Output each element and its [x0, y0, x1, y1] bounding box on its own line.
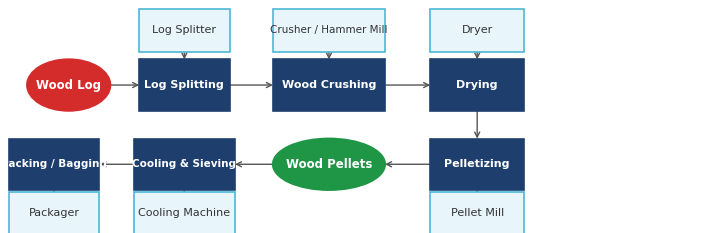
Text: Pelletizing: Pelletizing [445, 159, 510, 169]
FancyBboxPatch shape [430, 192, 524, 233]
Text: Wood Pellets: Wood Pellets [286, 158, 372, 171]
FancyBboxPatch shape [9, 192, 100, 233]
Ellipse shape [273, 139, 385, 190]
FancyBboxPatch shape [430, 139, 524, 190]
FancyBboxPatch shape [140, 59, 230, 111]
Text: Packing / Bagging: Packing / Bagging [1, 159, 107, 169]
FancyBboxPatch shape [273, 9, 385, 52]
Text: Pellet Mill: Pellet Mill [450, 208, 504, 218]
FancyBboxPatch shape [430, 9, 524, 52]
Ellipse shape [27, 59, 111, 111]
Text: Drying: Drying [456, 80, 498, 90]
FancyBboxPatch shape [9, 139, 100, 190]
Text: Crusher / Hammer Mill: Crusher / Hammer Mill [270, 25, 388, 35]
Text: Wood Log: Wood Log [36, 79, 101, 92]
FancyBboxPatch shape [134, 192, 235, 233]
FancyBboxPatch shape [273, 59, 385, 111]
Text: Packager: Packager [29, 208, 80, 218]
FancyBboxPatch shape [134, 139, 235, 190]
Text: Log Splitting: Log Splitting [145, 80, 224, 90]
Text: Cooling Machine: Cooling Machine [138, 208, 231, 218]
Text: Log Splitter: Log Splitter [153, 25, 216, 35]
Text: Wood Crushing: Wood Crushing [282, 80, 376, 90]
FancyBboxPatch shape [140, 9, 230, 52]
Text: Cooling & Sieving: Cooling & Sieving [132, 159, 236, 169]
FancyBboxPatch shape [430, 59, 524, 111]
Text: Dryer: Dryer [461, 25, 493, 35]
